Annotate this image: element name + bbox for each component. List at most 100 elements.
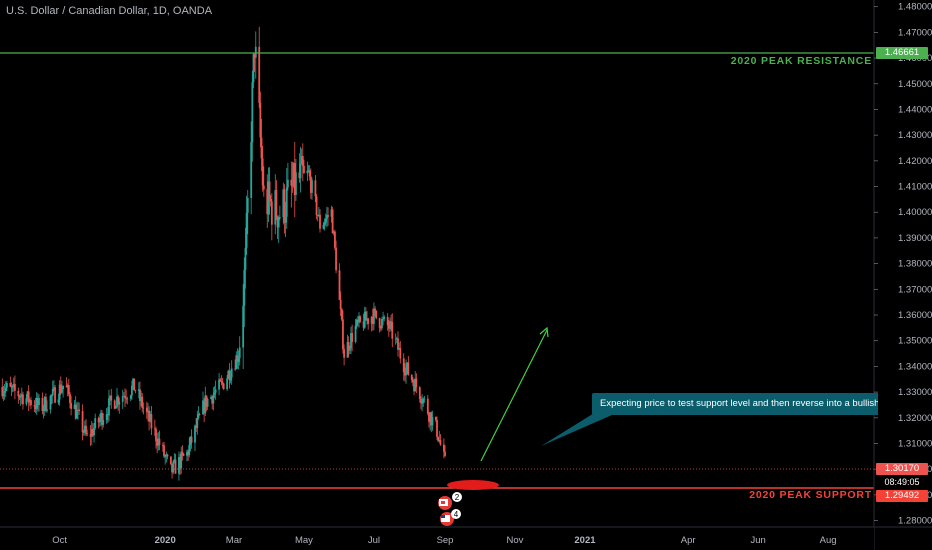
candle-body [187,451,190,456]
price-axis[interactable] [874,0,932,550]
candle-body [116,396,118,407]
candle-body [442,444,445,452]
candle-body [274,190,277,225]
candle-body [314,180,317,197]
candle-body [342,319,344,350]
candle-body [260,137,263,159]
candle-body [194,425,196,443]
support-label: 2020 PEAK SUPPORT [749,489,872,501]
flag-icon-us [441,515,450,522]
candle-body [134,390,137,392]
candle-body [261,158,264,186]
candle-body [270,201,273,225]
x-tick-label: Sep [437,535,454,546]
candle-body [173,459,176,462]
candle-body [295,172,297,196]
y-tick-label: 1.39000 [898,233,932,244]
candle-body [346,342,349,358]
candle-body [105,414,108,420]
candle-body [229,377,232,381]
candle-body [226,378,229,390]
bullish-arrow-line[interactable] [480,329,548,462]
candle-body [421,403,423,404]
candle-body [386,316,389,326]
candle-body [137,389,140,392]
candle-body [121,396,124,402]
event-badge-a: 2 [455,493,460,502]
candle-body [366,318,368,321]
candle-body [375,310,378,319]
event-icons[interactable]: 2 4 [438,492,462,526]
candle-body [298,172,301,179]
candle-body [67,385,70,394]
candle-body [98,419,101,423]
candle-body [245,212,248,248]
time-axis[interactable] [0,527,874,550]
candle-body [145,407,148,413]
y-axis-ticks: 1.480001.470001.460001.450001.440001.430… [874,2,932,527]
x-tick-label: May [295,535,313,546]
candle-body [325,215,328,219]
candle-body [418,387,421,399]
candle-body [438,440,441,441]
resistance-label: 2020 PEAK RESISTANCE [730,55,872,67]
candle-body [237,358,240,362]
candle-body [198,414,201,415]
candle-body [374,308,376,311]
candle-body [181,451,184,454]
candle-body [250,142,253,198]
candle-body [157,438,160,446]
candle-body [38,397,40,406]
candle-body [89,434,92,437]
candle-body [282,189,285,217]
candle-body [378,318,381,328]
candle-body [142,407,145,409]
candle-body [242,305,245,348]
x-tick-label: Apr [681,535,696,546]
x-tick-label: 2020 [155,535,176,546]
candle-body [430,412,433,426]
x-tick-label: Jun [750,535,765,546]
candle-body [133,378,136,391]
candle-body [196,418,199,429]
candle-body [92,429,94,436]
candle-body [205,395,208,407]
y-tick-label: 1.33000 [898,387,932,398]
candle-body [197,414,200,419]
candle-body [10,386,13,388]
candle-body [316,215,319,217]
candle-body [54,387,56,403]
analysis-callout[interactable]: Expecting price to test support level an… [592,393,878,415]
candle-body [330,209,333,217]
candle-body [227,370,230,379]
candle-body [212,394,215,404]
candle-body [57,399,60,403]
candle-body [166,454,169,457]
candle-body [158,438,161,445]
candle-body [308,170,311,177]
candle-body [109,395,112,399]
candle-body [42,408,45,411]
candle-body [5,383,8,388]
candle-body [30,400,32,406]
support-price-tag: 1.29492 [876,490,928,502]
candle-body [174,459,177,474]
candle-body [163,445,165,457]
candle-body [339,299,342,310]
target-zone-ellipse[interactable] [447,480,499,490]
candle-body [114,406,117,409]
candle-body [211,396,214,404]
plot-area[interactable] [0,0,874,527]
candle-body [259,102,262,138]
candle-body [243,269,246,306]
candle-body [19,395,22,398]
candle-body [147,410,149,413]
candle-body [18,396,21,398]
candle-body [291,185,294,187]
callout-pointer [541,407,612,446]
candle-body [410,374,413,380]
candle-body [338,270,341,300]
candle-body [83,425,86,433]
x-tick-label: Nov [507,535,524,546]
